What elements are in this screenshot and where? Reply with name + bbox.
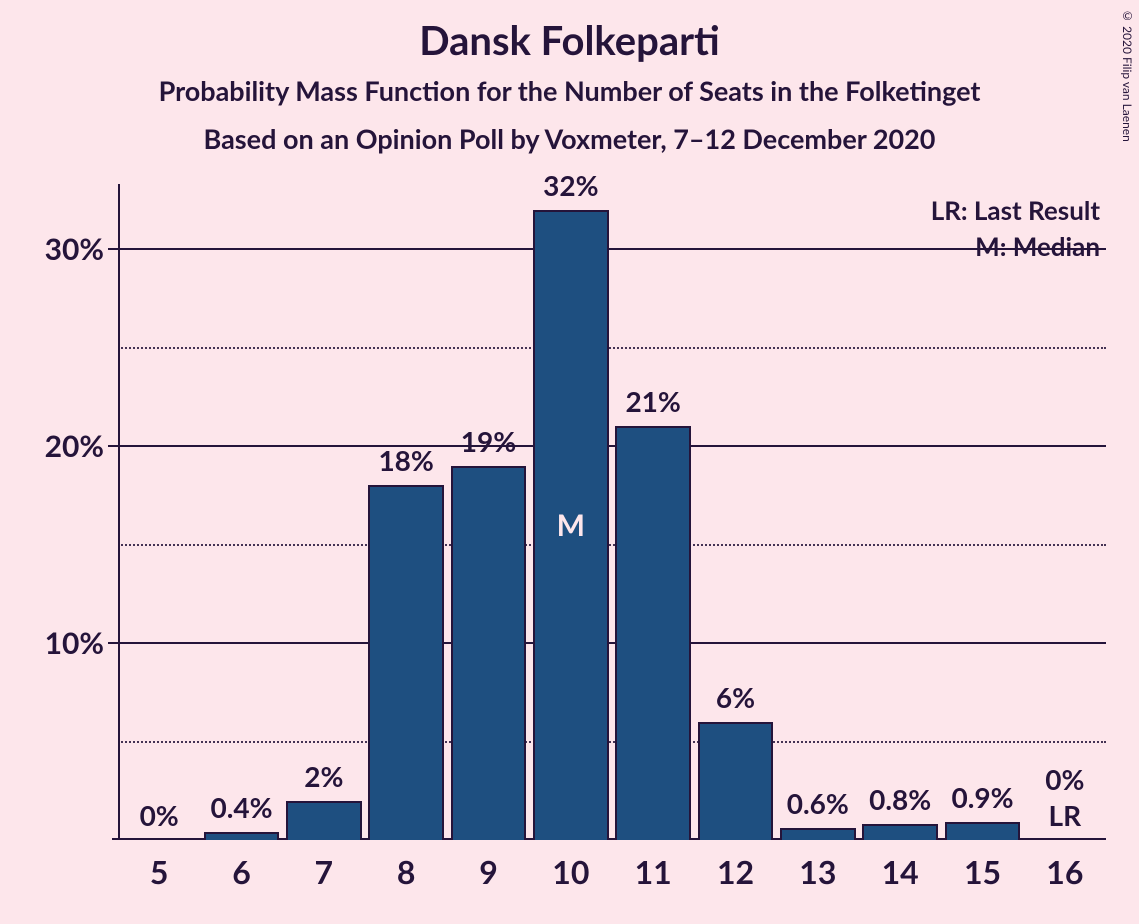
x-tick-label: 11 — [635, 852, 672, 891]
x-tick-label: 15 — [964, 852, 1001, 891]
legend-lr: LR: Last Result — [931, 194, 1100, 226]
x-tick-label: 7 — [315, 852, 334, 891]
x-tick-label: 14 — [882, 852, 919, 891]
bar — [368, 485, 444, 840]
lr-marker: LR — [1049, 798, 1082, 832]
gridline-major — [118, 642, 1106, 644]
x-tick-label: 6 — [232, 852, 251, 891]
bar — [862, 824, 938, 840]
chart-title: Dansk Folkeparti — [0, 16, 1139, 64]
bar-value-label: 0.4% — [210, 790, 272, 824]
x-tick-label: 10 — [552, 852, 589, 891]
chart-subtitle-1: Probability Mass Function for the Number… — [0, 74, 1139, 107]
bar-value-label: 0.8% — [869, 782, 931, 816]
bar — [451, 466, 527, 840]
bar — [615, 426, 691, 840]
bar — [945, 822, 1021, 840]
bar-value-label: 6% — [716, 680, 755, 714]
median-marker: M — [557, 507, 585, 543]
x-tick-label: 16 — [1046, 852, 1083, 891]
x-tick-label: 12 — [717, 852, 754, 891]
gridline-minor — [118, 741, 1106, 743]
y-tick-mark — [108, 248, 118, 250]
chart-subtitle-2: Based on an Opinion Poll by Voxmeter, 7–… — [0, 122, 1139, 155]
bar-value-label: 19% — [461, 424, 516, 458]
bar-value-label: 2% — [304, 759, 343, 793]
x-tick-label: 13 — [799, 852, 836, 891]
bar-value-label: 0% — [1045, 762, 1084, 796]
x-tick-label: 5 — [150, 852, 169, 891]
legend-m: M: Median — [975, 230, 1100, 262]
bar-value-label: 0.9% — [951, 780, 1013, 814]
y-tick-label: 30% — [45, 231, 104, 267]
bar-value-label: 18% — [378, 443, 433, 477]
x-tick-label: 9 — [479, 852, 498, 891]
x-tick-label: 8 — [397, 852, 416, 891]
bar-value-label: 32% — [543, 168, 598, 202]
y-tick-mark — [108, 642, 118, 644]
bar-value-label: 0.6% — [787, 786, 849, 820]
bar — [204, 832, 280, 840]
copyright-text: © 2020 Filip van Laenen — [1120, 8, 1135, 142]
y-tick-label: 10% — [45, 625, 104, 661]
bar-chart: LR: Last Result M: Median 10%20%30%0%50.… — [118, 190, 1106, 840]
bar-value-label: 21% — [625, 384, 680, 418]
gridline-major — [118, 248, 1106, 250]
y-tick-mark — [108, 445, 118, 447]
gridline-minor — [118, 544, 1106, 546]
bar-value-label: 0% — [140, 798, 179, 832]
bar — [286, 801, 362, 840]
y-tick-label: 20% — [45, 428, 104, 464]
bar — [780, 828, 856, 840]
gridline-minor — [118, 347, 1106, 349]
gridline-major — [118, 445, 1106, 447]
bar — [698, 722, 774, 840]
